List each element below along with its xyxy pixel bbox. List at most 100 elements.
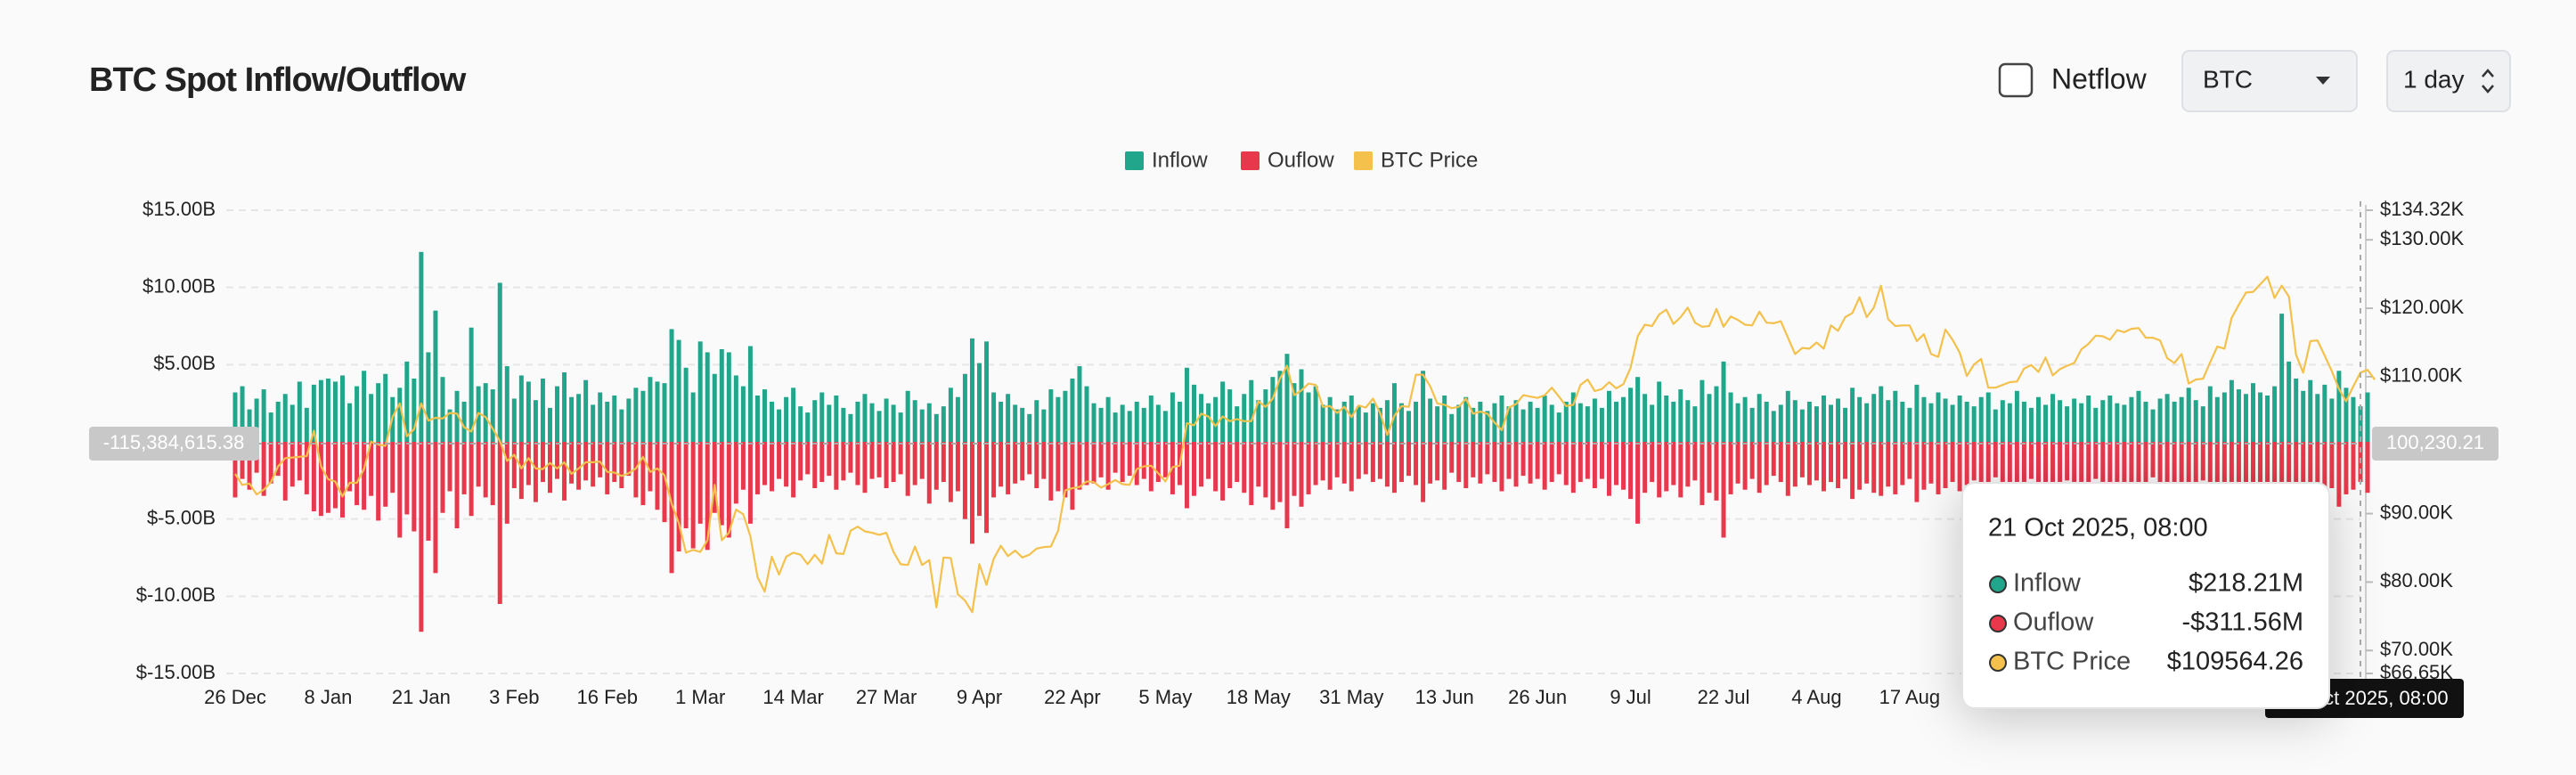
- bar: [1048, 442, 1054, 501]
- bar: [318, 442, 323, 517]
- bar: [511, 442, 517, 488]
- bar: [2043, 442, 2049, 483]
- bar: [1227, 442, 1233, 488]
- bar: [1707, 442, 1712, 494]
- bar: [2093, 442, 2099, 479]
- bar: [1864, 442, 1870, 484]
- bar: [1549, 442, 1554, 483]
- bar: [275, 442, 281, 477]
- bar: [876, 411, 882, 442]
- bar: [941, 406, 946, 442]
- bar: [583, 379, 589, 442]
- bar: [547, 442, 552, 494]
- tooltip-value: -$311.56M: [2182, 608, 2304, 637]
- bar: [1398, 442, 1404, 483]
- bar: [311, 442, 316, 511]
- bar: [1886, 442, 1891, 487]
- bar: [1299, 442, 1304, 507]
- bar: [1313, 386, 1318, 442]
- asset-select-text[interactable]: BTC: [2203, 65, 2253, 93]
- bar: [912, 442, 917, 485]
- bar: [1070, 378, 1075, 442]
- bar: [1456, 404, 1462, 442]
- bar: [461, 401, 467, 442]
- bar: [2065, 442, 2070, 481]
- x-tick-label: 13 Jun: [1415, 686, 1474, 708]
- bar: [2143, 442, 2148, 485]
- bar: [598, 442, 603, 477]
- bar: [1235, 442, 1240, 483]
- bar: [2014, 390, 2019, 442]
- y-tick-label: $-15.00B: [136, 661, 216, 683]
- bar: [1148, 396, 1153, 442]
- bar: [2014, 442, 2019, 496]
- bar: [1950, 442, 1955, 483]
- bar: [1249, 442, 1254, 506]
- interval-select-box[interactable]: [2386, 50, 2511, 112]
- bar: [1664, 396, 1669, 442]
- bar: [740, 386, 746, 442]
- bar: [555, 442, 560, 479]
- bar: [1792, 400, 1797, 442]
- asset-select[interactable]: BTC: [2181, 50, 2358, 112]
- bar: [1714, 442, 1719, 501]
- x-tick-label: 18 May: [1227, 686, 1291, 708]
- bar: [2336, 371, 2342, 442]
- bar: [1599, 442, 1604, 479]
- bar: [827, 442, 832, 477]
- bar: [576, 442, 582, 490]
- bar: [1914, 384, 1920, 442]
- bar: [540, 442, 545, 483]
- bar: [232, 442, 238, 498]
- bar: [490, 442, 495, 506]
- bar: [705, 352, 710, 442]
- bar: [2035, 396, 2041, 442]
- bar: [1721, 361, 1726, 442]
- bar: [777, 442, 782, 479]
- bar: [547, 407, 552, 442]
- bar: [1985, 392, 1991, 442]
- bar: [1585, 406, 1590, 442]
- bar: [762, 389, 767, 442]
- bar: [640, 442, 646, 506]
- bar: [1206, 403, 1211, 442]
- bar: [1421, 442, 1426, 502]
- bar: [1513, 400, 1519, 442]
- bar: [419, 251, 424, 442]
- bar: [355, 386, 360, 442]
- bar: [1162, 411, 1168, 442]
- bar: [2344, 388, 2349, 442]
- bar: [1277, 442, 1283, 502]
- bar: [1535, 407, 1540, 442]
- y2-tick-label: $120.00K: [2380, 296, 2465, 318]
- bar: [1707, 394, 1712, 442]
- bar: [1284, 354, 1290, 442]
- bar: [583, 442, 589, 481]
- bar: [2294, 378, 2299, 442]
- bar: [1671, 401, 1676, 442]
- netflow-label[interactable]: Netflow: [2051, 62, 2148, 94]
- bar: [497, 442, 502, 604]
- interval-select-text[interactable]: 1 day: [2403, 65, 2465, 93]
- bar: [612, 442, 617, 483]
- bar: [648, 442, 653, 492]
- bar: [1778, 442, 1783, 483]
- asset-select-box[interactable]: [2181, 50, 2358, 112]
- bar: [697, 341, 703, 442]
- bar: [869, 442, 875, 479]
- bar: [275, 401, 281, 442]
- bar: [1785, 390, 1790, 442]
- bar: [1606, 442, 1611, 496]
- bar: [1520, 409, 1526, 442]
- bar: [1284, 442, 1290, 529]
- bar: [1120, 404, 1125, 442]
- bar: [1643, 394, 1648, 442]
- netflow-checkbox[interactable]: [1998, 62, 2034, 98]
- bar: [2272, 442, 2278, 501]
- interval-select[interactable]: 1 day: [2386, 50, 2511, 112]
- bar: [1077, 366, 1082, 442]
- bar: [1141, 407, 1146, 442]
- bar: [1528, 401, 1533, 442]
- bar: [791, 442, 796, 498]
